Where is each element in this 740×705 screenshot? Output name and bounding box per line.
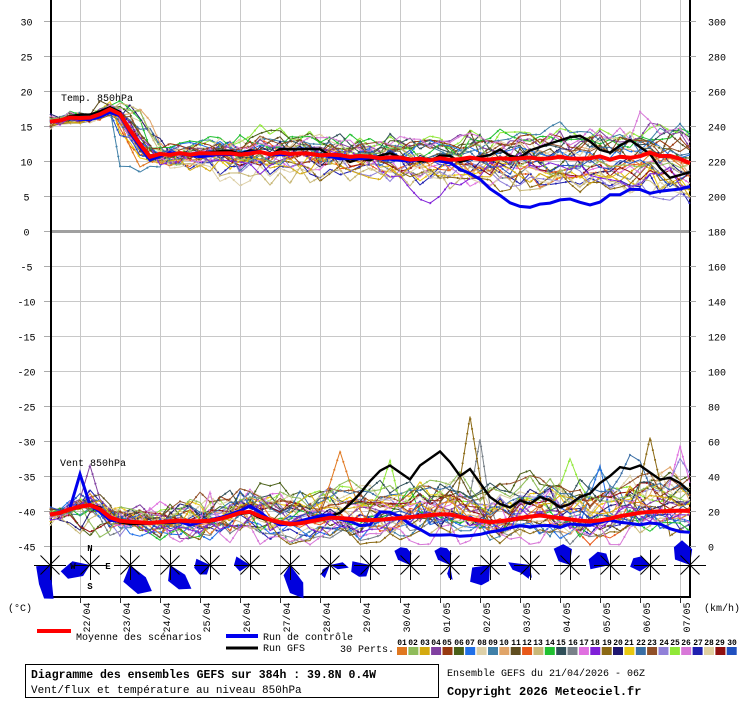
svg-text:06: 06 [454, 639, 464, 648]
svg-text:120: 120 [708, 334, 726, 345]
svg-text:80: 80 [708, 404, 720, 415]
svg-text:24: 24 [659, 639, 669, 648]
svg-text:05: 05 [442, 639, 452, 648]
svg-text:100: 100 [708, 369, 726, 380]
svg-text:0: 0 [23, 229, 29, 240]
svg-text:S: S [87, 582, 93, 592]
svg-text:11: 11 [511, 639, 521, 648]
svg-text:25: 25 [670, 639, 680, 648]
svg-text:200: 200 [708, 194, 726, 205]
svg-text:02/05: 02/05 [482, 602, 494, 632]
svg-text:240: 240 [708, 124, 726, 135]
svg-text:12: 12 [522, 639, 532, 648]
svg-text:13: 13 [533, 639, 543, 648]
svg-text:-30: -30 [17, 439, 35, 450]
svg-text:(km/h): (km/h) [704, 603, 740, 615]
svg-text:60: 60 [708, 439, 720, 450]
svg-text:04: 04 [431, 639, 441, 648]
svg-text:Ensemble GEFS du 21/04/2026 -: Ensemble GEFS du 21/04/2026 - 06Z [447, 668, 645, 680]
svg-text:260: 260 [708, 89, 726, 100]
svg-text:Copyright 2026 Meteociel.fr: Copyright 2026 Meteociel.fr [447, 685, 641, 699]
svg-text:W: W [70, 562, 76, 572]
svg-text:22/04: 22/04 [82, 602, 94, 632]
svg-text:01/05: 01/05 [442, 602, 454, 632]
svg-text:-5: -5 [20, 264, 32, 275]
svg-text:-40: -40 [17, 509, 35, 520]
svg-text:07: 07 [465, 639, 475, 648]
svg-text:5: 5 [23, 194, 29, 205]
svg-text:Temp. 850hPa: Temp. 850hPa [61, 93, 133, 105]
svg-text:E: E [105, 562, 111, 572]
svg-text:23/04: 23/04 [122, 602, 134, 632]
svg-text:28/04: 28/04 [322, 602, 334, 632]
svg-text:30: 30 [20, 19, 32, 30]
svg-text:20: 20 [20, 89, 32, 100]
svg-text:0: 0 [708, 544, 714, 555]
svg-text:180: 180 [708, 229, 726, 240]
svg-text:-45: -45 [17, 544, 35, 555]
svg-text:02: 02 [408, 639, 418, 648]
svg-text:15: 15 [556, 639, 566, 648]
svg-text:09: 09 [488, 639, 498, 648]
svg-text:25/04: 25/04 [202, 602, 214, 632]
svg-text:20: 20 [708, 509, 720, 520]
svg-text:30/04: 30/04 [402, 602, 414, 632]
svg-text:160: 160 [708, 264, 726, 275]
svg-text:10: 10 [499, 639, 509, 648]
svg-text:28: 28 [704, 639, 714, 648]
svg-text:15: 15 [20, 124, 32, 135]
svg-text:220: 220 [708, 159, 726, 170]
svg-text:26: 26 [681, 639, 691, 648]
svg-text:Vent 850hPa: Vent 850hPa [60, 458, 126, 470]
svg-text:22: 22 [636, 639, 646, 648]
svg-text:280: 280 [708, 54, 726, 65]
svg-text:23: 23 [647, 639, 657, 648]
svg-text:17: 17 [579, 639, 589, 648]
svg-text:-35: -35 [17, 474, 35, 485]
svg-text:18: 18 [590, 639, 600, 648]
svg-text:-15: -15 [17, 334, 35, 345]
svg-text:24/04: 24/04 [162, 602, 174, 632]
svg-text:21: 21 [624, 639, 634, 648]
svg-text:27: 27 [693, 639, 703, 648]
svg-text:40: 40 [708, 474, 720, 485]
svg-text:03/05: 03/05 [522, 602, 534, 632]
svg-text:Run de contrôle: Run de contrôle [263, 632, 353, 644]
svg-text:140: 140 [708, 299, 726, 310]
svg-text:20: 20 [613, 639, 623, 648]
svg-text:-10: -10 [17, 299, 35, 310]
svg-text:01: 01 [397, 639, 407, 648]
svg-text:07/05: 07/05 [682, 602, 694, 632]
svg-text:29: 29 [715, 639, 725, 648]
svg-text:Vent/flux et température au ni: Vent/flux et température au niveau 850hP… [31, 685, 302, 697]
svg-text:19: 19 [602, 639, 612, 648]
svg-text:06/05: 06/05 [642, 602, 654, 632]
svg-text:14: 14 [545, 639, 555, 648]
svg-text:10: 10 [20, 159, 32, 170]
svg-text:Run GFS: Run GFS [263, 644, 305, 655]
svg-text:30 Perts.: 30 Perts. [340, 645, 394, 656]
svg-text:05/05: 05/05 [602, 602, 614, 632]
svg-text:Diagramme des ensembles GEFS s: Diagramme des ensembles GEFS sur 384h : … [31, 669, 376, 682]
svg-text:25: 25 [20, 54, 32, 65]
svg-text:N: N [87, 544, 92, 554]
svg-text:26/04: 26/04 [242, 602, 254, 632]
svg-text:04/05: 04/05 [562, 602, 574, 632]
svg-text:Moyenne des scénarios: Moyenne des scénarios [76, 632, 202, 644]
svg-text:16: 16 [568, 639, 578, 648]
svg-text:-25: -25 [17, 404, 35, 415]
svg-text:(°C): (°C) [8, 603, 32, 615]
svg-text:300: 300 [708, 19, 726, 30]
svg-text:-20: -20 [17, 369, 35, 380]
svg-text:27/04: 27/04 [282, 602, 294, 632]
svg-text:30: 30 [727, 639, 737, 648]
svg-text:29/04: 29/04 [362, 602, 374, 632]
svg-text:03: 03 [420, 639, 430, 648]
svg-text:08: 08 [477, 639, 487, 648]
